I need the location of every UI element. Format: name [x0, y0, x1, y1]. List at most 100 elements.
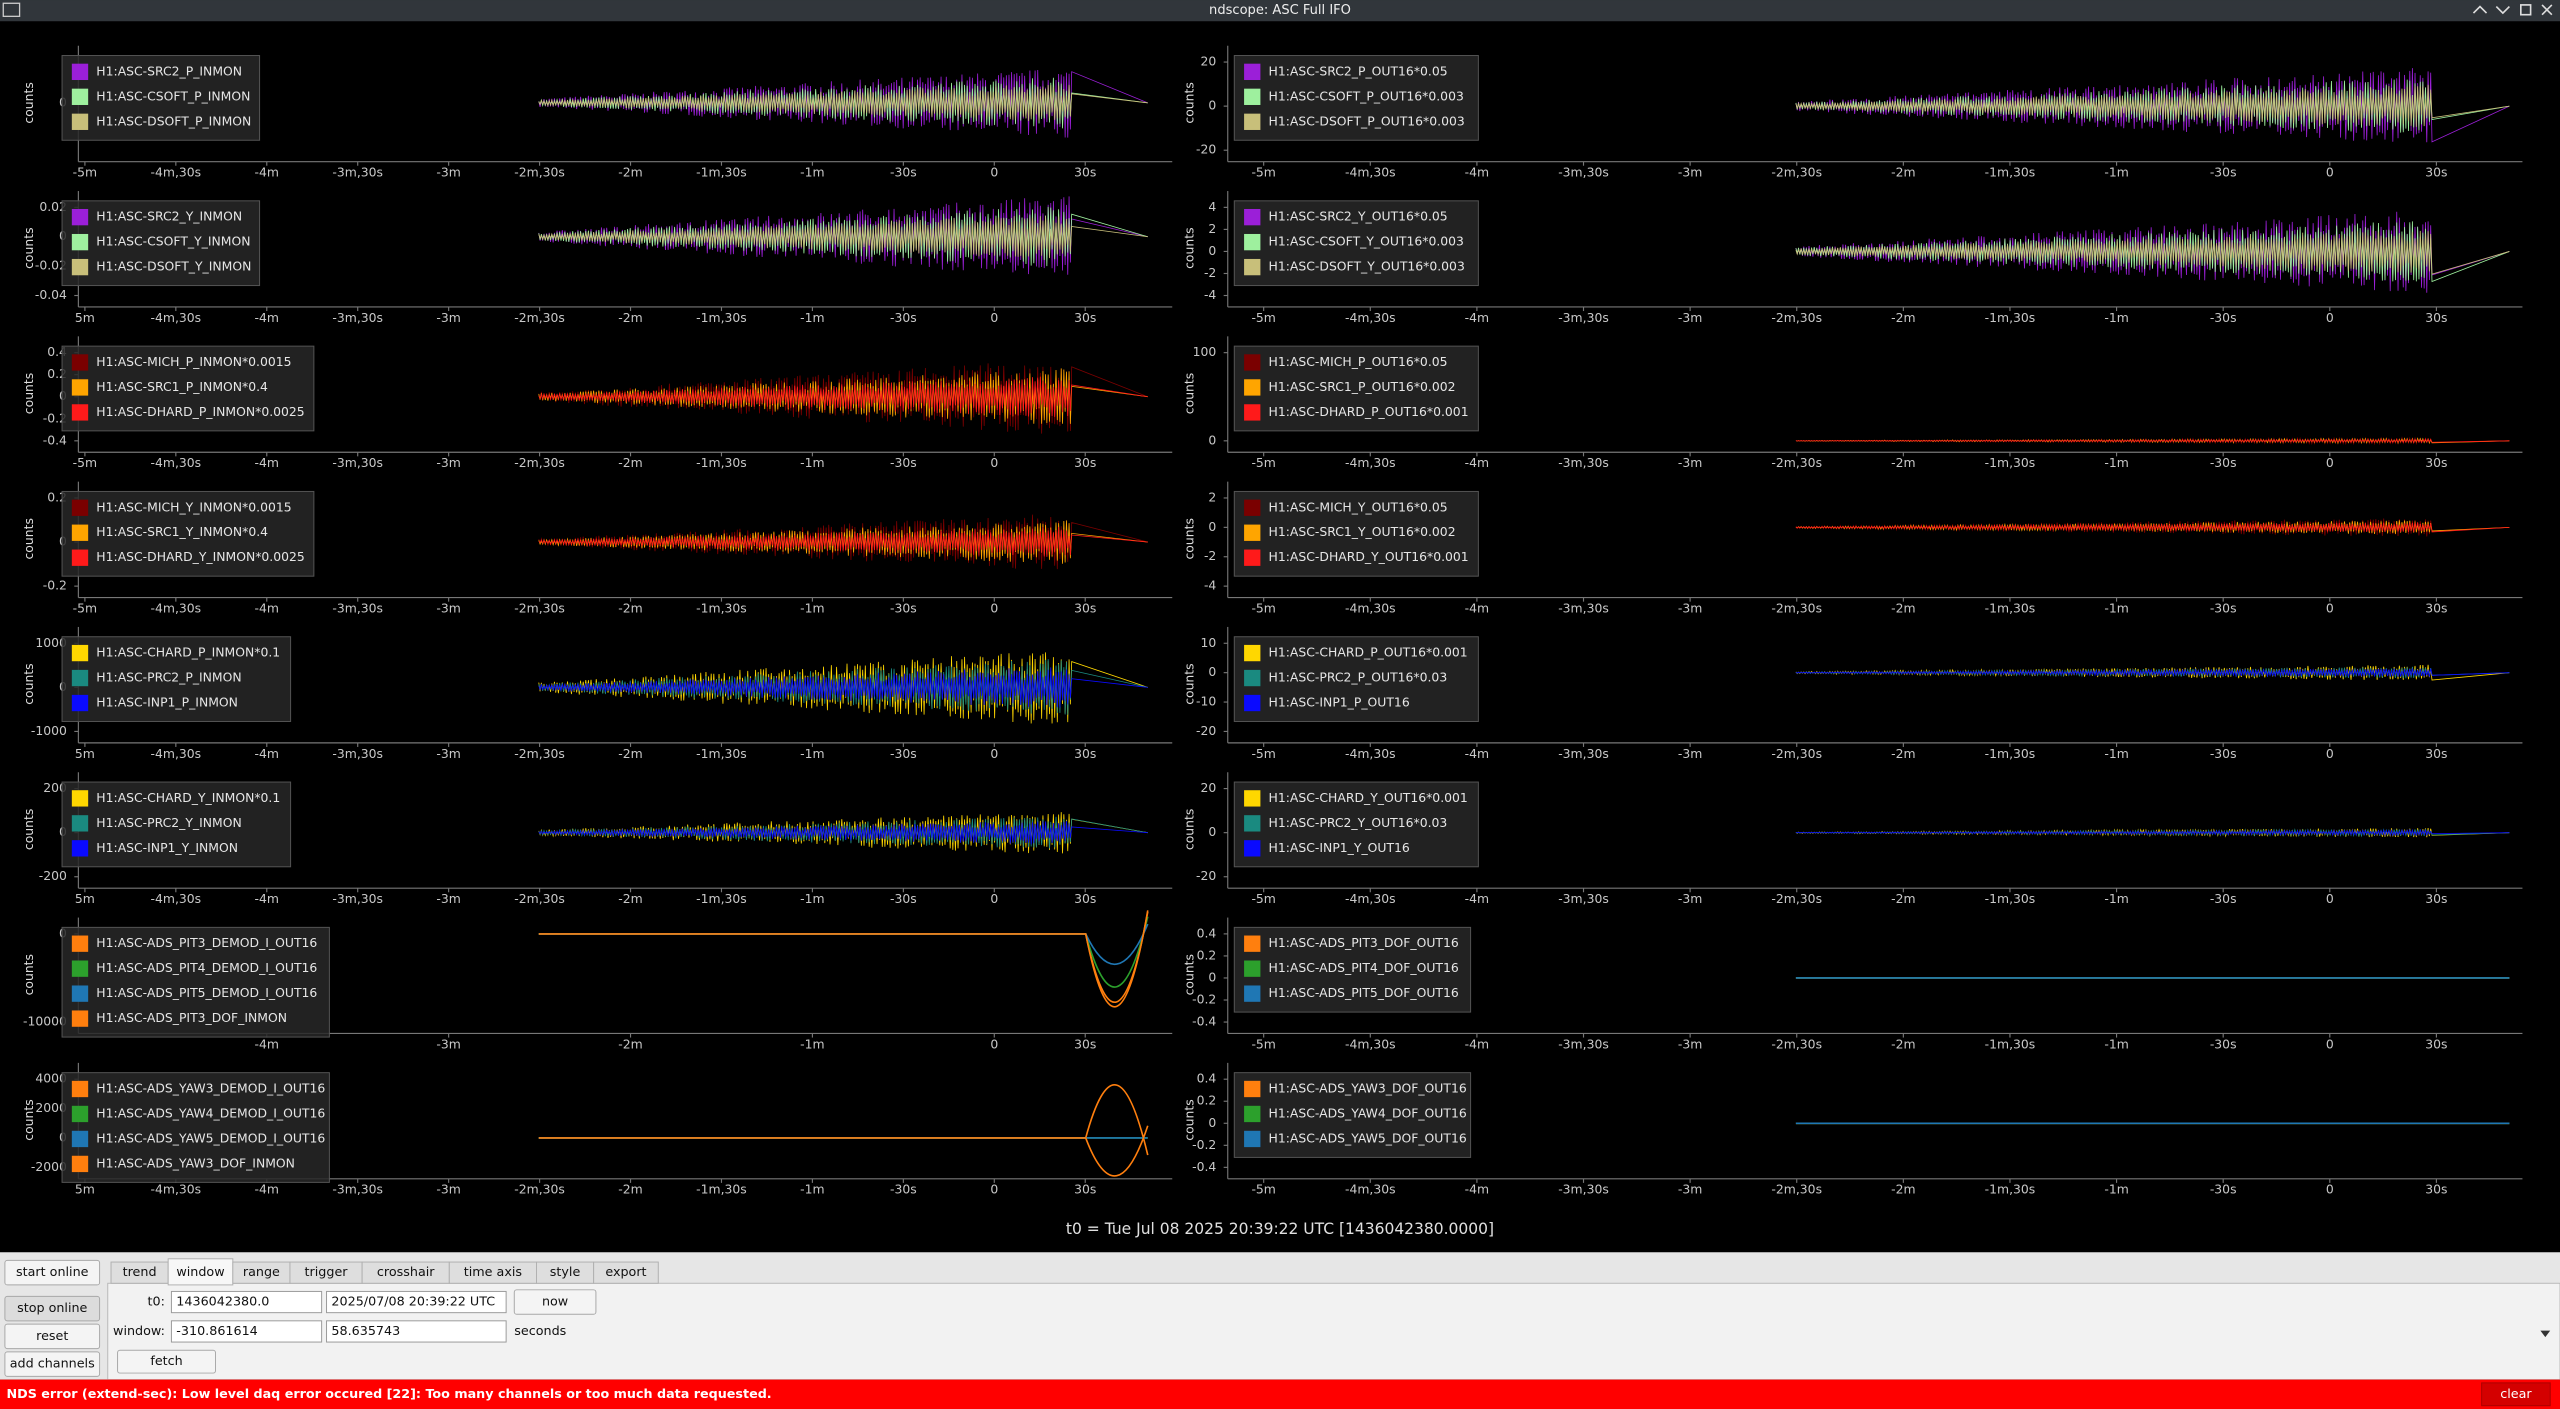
- x-tick-label: 0: [2326, 600, 2334, 615]
- x-tick-label: -2m: [1891, 310, 1915, 325]
- text-input[interactable]: [170, 1290, 323, 1314]
- legend-swatch: [1244, 790, 1261, 807]
- button-label[interactable]: add channels: [10, 1357, 95, 1372]
- x-tick-label: -3m,30s: [332, 600, 383, 615]
- y-tick-label: 2: [1208, 489, 1216, 504]
- x-tick-label: -4m: [255, 891, 279, 906]
- x-tick-label: -5m: [1251, 165, 1275, 180]
- y-tick-label: 2: [1208, 221, 1216, 236]
- text-input-value[interactable]: 2025/07/08 20:39:22 UTC: [331, 1295, 495, 1310]
- y-tick-label: 20: [1201, 54, 1217, 69]
- plot: counts 4000 2000 0 -2000 5m -4m,30s -4m -3m,30s -…: [21, 1062, 1173, 1197]
- x-tick-label: -1m: [2104, 455, 2128, 470]
- y-tick-label: -2: [1204, 548, 1216, 563]
- max-button[interactable]: [2495, 5, 2510, 15]
- x-tick-label: -2m,30s: [514, 891, 565, 906]
- close-button[interactable]: [2541, 4, 2553, 16]
- legend-box: [1233, 926, 1472, 1013]
- x-tick-label: -5m: [1251, 600, 1275, 615]
- tab-label[interactable]: crosshair: [377, 1265, 435, 1280]
- tab[interactable]: [167, 1258, 234, 1286]
- x-tick-label: -1m: [2104, 746, 2128, 761]
- clear-button-label[interactable]: clear: [2500, 1387, 2532, 1402]
- now-button-label[interactable]: now: [542, 1295, 568, 1310]
- restore-button[interactable]: [2520, 4, 2532, 16]
- y-tick-label: -0.2: [43, 578, 67, 593]
- x-tick-label: -4m: [1465, 310, 1489, 325]
- button[interactable]: [4, 1323, 101, 1350]
- x-tick-label: 30s: [2425, 310, 2447, 325]
- text-input[interactable]: [170, 1320, 323, 1343]
- plot: counts 200 0 -200 5m -4m,30s -4m -3m,30s -3m -2m,…: [21, 772, 1173, 906]
- x-tick-label: 0: [2326, 310, 2334, 325]
- text-input[interactable]: [326, 1290, 507, 1314]
- legend-box: [1233, 55, 1479, 141]
- x-tick-label: -4m: [1465, 1182, 1489, 1197]
- x-tick-label: -3m: [1678, 1036, 1702, 1051]
- tab-label[interactable]: trigger: [305, 1265, 349, 1280]
- legend-label: H1:ASC-PRC2_P_OUT16*0.03: [1269, 670, 1448, 685]
- x-tick-label: -4m,30s: [151, 455, 202, 470]
- x-tick-label: 30s: [2425, 600, 2447, 615]
- legend-label: H1:ASC-ADS_YAW4_DOF_OUT16: [1269, 1105, 1467, 1120]
- legend-box: [61, 926, 330, 1038]
- x-tick-label: 30s: [1074, 746, 1096, 761]
- legend-label: H1:ASC-ADS_YAW5_DEMOD_I_OUT16: [96, 1130, 325, 1145]
- x-tick-label: -3m,30s: [1558, 310, 1609, 325]
- button[interactable]: [4, 1259, 101, 1286]
- legend-label: H1:ASC-DHARD_Y_INMON*0.0025: [96, 549, 304, 564]
- min-button[interactable]: [2472, 5, 2488, 14]
- x-tick-label: -4m: [255, 455, 279, 470]
- x-tick-label: -2m: [618, 746, 642, 761]
- legend-swatch: [1244, 960, 1261, 977]
- x-tick-label: -1m,30s: [1985, 600, 2036, 615]
- tab-label[interactable]: export: [605, 1265, 646, 1280]
- legend-label: H1:ASC-ADS_PIT5_DEMOD_I_OUT16: [96, 985, 317, 1000]
- legend-label: H1:ASC-ADS_PIT3_DOF_INMON: [96, 1010, 287, 1025]
- legend-box: [61, 55, 261, 141]
- fetch-button[interactable]: [117, 1349, 216, 1374]
- x-tick-label: 30s: [2425, 165, 2447, 180]
- tab-label[interactable]: style: [550, 1265, 581, 1280]
- text-input-value[interactable]: -310.861614: [176, 1324, 257, 1339]
- legend-swatch: [71, 985, 89, 1002]
- x-tick-label: -30s: [890, 1182, 917, 1197]
- text-input-value[interactable]: 58.635743: [331, 1324, 400, 1339]
- fetch-button-label[interactable]: fetch: [150, 1354, 182, 1369]
- legend-label: H1:ASC-ADS_PIT4_DEMOD_I_OUT16: [96, 960, 317, 975]
- x-tick-label: -3m: [1678, 1182, 1702, 1197]
- collapse-arrow[interactable]: [2540, 1330, 2551, 1338]
- tab-label[interactable]: range: [243, 1265, 280, 1280]
- now-button[interactable]: [513, 1289, 597, 1315]
- x-tick-label: -2m,30s: [514, 600, 565, 615]
- legend-swatch: [71, 404, 89, 421]
- legend-label: H1:ASC-ADS_YAW3_DOF_OUT16: [1269, 1080, 1467, 1095]
- tab-label[interactable]: window: [176, 1265, 224, 1280]
- t0-label: t0 = Tue Jul 08 2025 20:39:22 UTC [14360…: [1066, 1220, 1494, 1238]
- button[interactable]: [4, 1351, 101, 1377]
- legend-box: [1233, 636, 1479, 722]
- text-input[interactable]: [326, 1320, 507, 1343]
- button-label[interactable]: start online: [16, 1265, 89, 1280]
- legend-box: [61, 781, 292, 868]
- y-tick-label: 0: [1208, 824, 1216, 839]
- y-axis-label: counts: [21, 518, 36, 559]
- tab[interactable]: [593, 1261, 659, 1284]
- y-tick-label: 0: [1208, 664, 1216, 679]
- tab-label[interactable]: trend: [123, 1265, 157, 1280]
- window-controls[interactable]: [2472, 4, 2553, 16]
- y-axis-label: counts: [21, 82, 36, 123]
- x-tick-label: -2m: [1891, 455, 1915, 470]
- legend-label: H1:ASC-ADS_YAW4_DEMOD_I_OUT16: [96, 1105, 325, 1120]
- clear-button[interactable]: [2481, 1382, 2551, 1407]
- x-tick-label: -3m,30s: [332, 455, 383, 470]
- button-label[interactable]: reset: [36, 1329, 68, 1344]
- y-axis-label: counts: [1182, 373, 1197, 414]
- x-tick-label: 0: [2326, 165, 2334, 180]
- y-axis-label: counts: [1182, 82, 1197, 123]
- legend-label: H1:ASC-ADS_YAW5_DOF_OUT16: [1269, 1130, 1467, 1145]
- text-input-value[interactable]: 1436042380.0: [176, 1295, 269, 1310]
- y-tick-label: 0.4: [1197, 925, 1217, 940]
- tab-label[interactable]: time axis: [464, 1265, 522, 1280]
- x-tick-label: -1m,30s: [1985, 746, 2036, 761]
